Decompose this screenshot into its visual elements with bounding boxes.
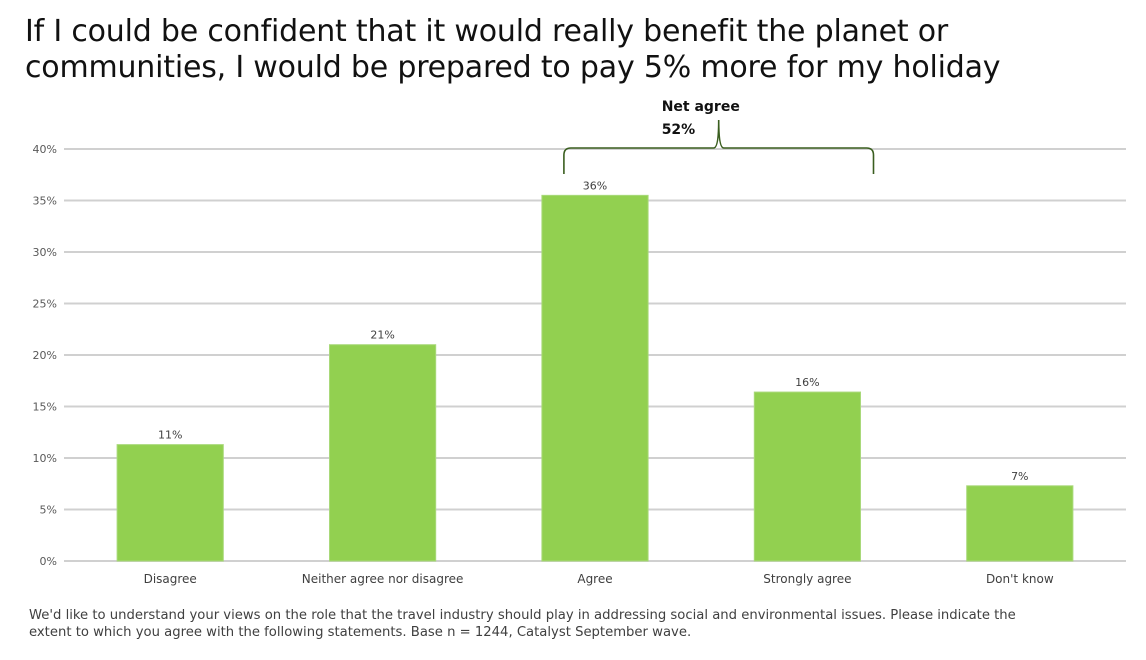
bar	[753, 391, 861, 562]
category-label: Strongly agree	[763, 572, 851, 586]
category-label: Disagree	[144, 572, 197, 586]
bracket-icon	[563, 119, 875, 174]
net-agree-value: 52%	[662, 122, 696, 138]
category-label: Agree	[577, 572, 612, 586]
footnote-line-1: We'd like to understand your views on th…	[29, 608, 1016, 623]
y-tick-label: 30%	[33, 246, 57, 259]
y-axis-ticks: 0% 5% 10% 15% 20% 25% 30% 35% 40%	[33, 143, 57, 568]
net-agree-annotation: Net agree 52%	[563, 99, 875, 174]
y-tick-label: 5%	[40, 504, 57, 517]
x-axis-categories: Disagree Neither agree nor disagree Agree S…	[144, 572, 1054, 586]
y-tick-label: 10%	[33, 452, 57, 465]
bars	[116, 194, 1074, 562]
y-tick-label: 20%	[33, 349, 57, 362]
y-tick-label: 25%	[33, 298, 57, 311]
net-agree-label: Net agree	[662, 99, 740, 115]
footnote: We'd like to understand your views on th…	[29, 607, 1129, 641]
bar	[329, 344, 437, 562]
data-label: 36%	[583, 179, 607, 192]
bar	[541, 194, 649, 562]
y-tick-label: 35%	[33, 195, 57, 208]
data-label: 21%	[370, 329, 394, 342]
category-label: Neither agree nor disagree	[302, 572, 464, 586]
data-label: 11%	[158, 429, 182, 442]
y-tick-label: 40%	[33, 143, 57, 156]
footnote-line-2: extent to which you agree with the follo…	[29, 625, 692, 640]
bar	[966, 485, 1074, 562]
bar	[116, 444, 224, 562]
chart-title-line-2: communities, I would be prepared to pay …	[25, 50, 1001, 85]
data-labels: 11% 21% 36% 16% 7%	[158, 179, 1029, 482]
y-tick-label: 0%	[40, 555, 57, 568]
y-tick-label: 15%	[33, 401, 57, 414]
category-label: Don't know	[986, 572, 1054, 586]
chart-title-line-1: If I could be confident that it would re…	[25, 14, 949, 49]
data-label: 16%	[795, 376, 819, 389]
data-label: 7%	[1011, 470, 1028, 483]
chart-title: If I could be confident that it would re…	[25, 14, 1001, 86]
bar-chart: 0% 5% 10% 15% 20% 25% 30% 35% 40% 11% 21% 36% 16% 7%…	[33, 99, 1126, 586]
